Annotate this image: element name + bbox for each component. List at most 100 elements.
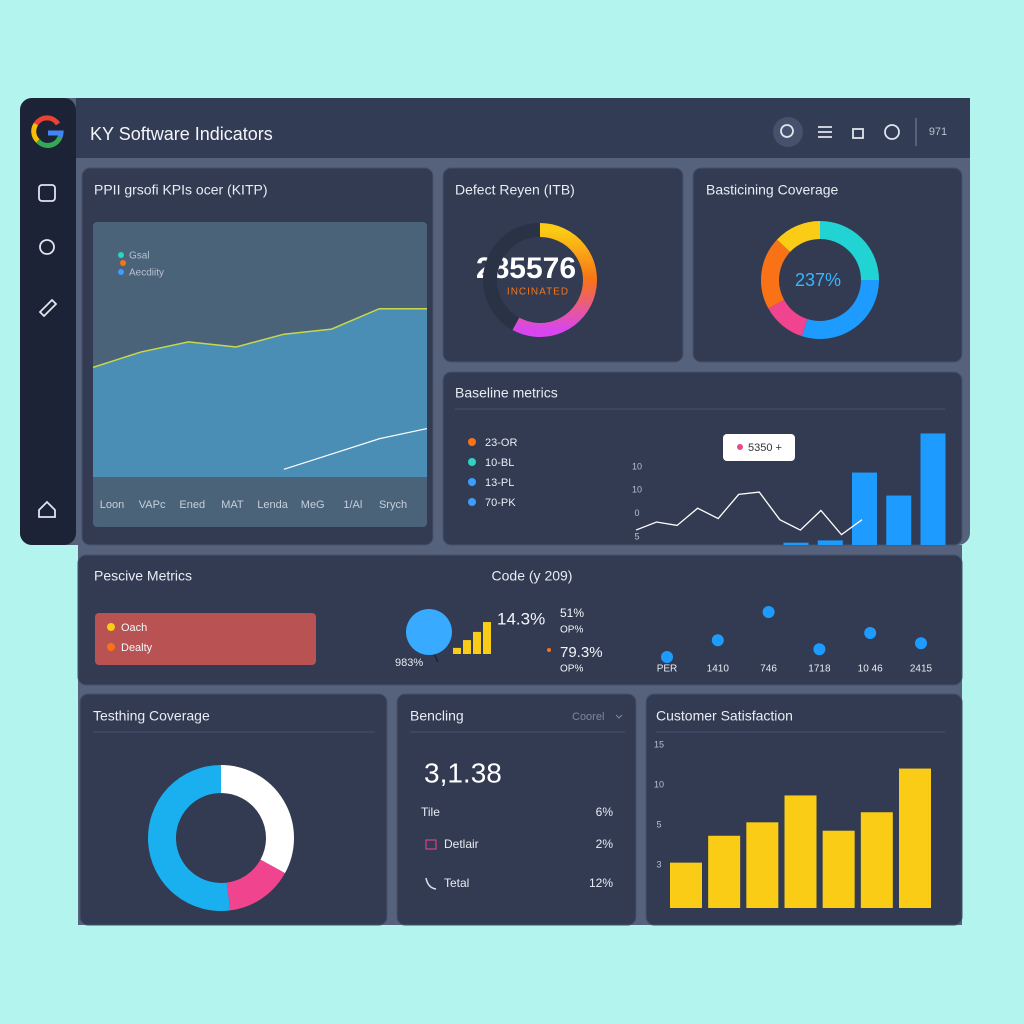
legend-label: Dealty [121,642,153,654]
area [93,308,427,477]
stat-dot [547,648,551,652]
big-number: 3,1.38 [424,757,502,788]
dot [915,637,927,650]
bar [860,812,893,908]
x-tick-label: 1718 [808,664,831,675]
dropdown-chevron[interactable] [615,714,623,719]
lock-icon[interactable] [852,128,864,139]
dot [661,651,673,663]
kpi-label: INCINATED [507,287,569,298]
nav-icon[interactable] [38,184,56,202]
row-icon [425,877,437,890]
stat: OP% [560,664,583,675]
stat: OP% [560,625,583,636]
legend-dot [468,458,476,466]
row-label: Tile [421,805,440,819]
panel-title: Pescive Metrics [94,568,192,584]
bar [483,622,491,654]
bar [746,822,779,908]
legend-label: 10-BL [485,457,514,469]
bar [453,647,461,654]
legend-box [95,613,316,665]
row-value: 12% [589,876,613,890]
bar [817,540,843,545]
tooltip-dot [737,444,743,450]
donut-segment [148,765,231,911]
donut-segment [819,221,879,281]
bar [473,631,481,654]
panel-title: Customer Satisfaction [656,708,793,724]
logo [31,115,64,148]
line [283,427,428,470]
x-tick-label: VAPc [139,499,166,511]
search-icon [780,124,794,138]
x-tick-label: Loon [100,499,124,511]
donut-segment [768,299,808,337]
panel-title: Testhing Coverage [93,708,210,724]
nav-icon[interactable] [39,239,55,255]
dot [813,643,826,656]
donut-segment [801,279,879,339]
stat: 51% [560,606,584,620]
y-tick-label: 15 [654,739,664,749]
balloon-label: 983% [395,657,423,669]
row-value: 2% [596,837,614,851]
legend-dot [118,269,124,275]
app-title: KY Software Indicators [90,124,273,144]
row-icon [425,839,437,850]
x-tick-label: 1410 [707,664,730,675]
y-tick-label: 3 [656,859,661,869]
area-line [92,307,427,369]
gauge-value [512,223,597,337]
x-tick-label: 1/Al [343,499,362,511]
panel [692,167,963,363]
y-tick-label: 10 [654,779,664,789]
row-value: 6% [596,805,614,819]
y-tick-label: 5 [634,531,639,541]
legend-dot [118,252,124,258]
balloon [406,609,452,655]
help-icon[interactable] [884,124,900,140]
legend-dot [468,438,476,446]
panel-title: Defect Reyen (ITB) [455,182,575,198]
sidebar [20,98,76,545]
panel [396,693,637,926]
menu-icon[interactable] [818,126,832,138]
y-tick-label: 0 [634,508,639,518]
panel-subtitle: Code (y 209) [492,568,573,584]
dot [762,606,775,618]
bar [708,835,741,908]
legend-dot [468,498,476,506]
legend-label: 23-OR [485,437,517,449]
bar [783,542,809,545]
panel [442,371,963,546]
x-tick-label: 10 46 [858,664,883,675]
panel-title: Baseline metrics [455,385,558,401]
search-button[interactable] [773,117,803,147]
donut-segment [776,221,821,253]
tooltip [723,434,795,461]
legend-dot [468,478,476,486]
bar [899,768,931,908]
dropdown[interactable]: Coorel [572,711,604,723]
nav-icon[interactable] [38,298,58,318]
legend-dot [107,643,115,651]
panel-title: PPII grsofi KPIs ocer (KITP) [94,182,268,198]
legend-label: Oach [121,622,147,634]
legend-label: Aecdiity [129,268,164,279]
header-bar [76,98,970,158]
legend-label: 70-PK [485,497,516,509]
donut-segment [761,239,791,309]
bar [670,862,702,908]
nav-icon[interactable] [38,500,56,518]
legend-dot [120,260,126,266]
bar [784,795,817,908]
donut-segment [225,859,285,911]
x-tick-label: 2415 [910,664,933,675]
gauge-track [483,223,541,330]
x-tick-label: 746 [760,664,777,675]
bar [852,472,877,545]
legend-label: Gsal [129,251,150,262]
bar [822,830,855,908]
